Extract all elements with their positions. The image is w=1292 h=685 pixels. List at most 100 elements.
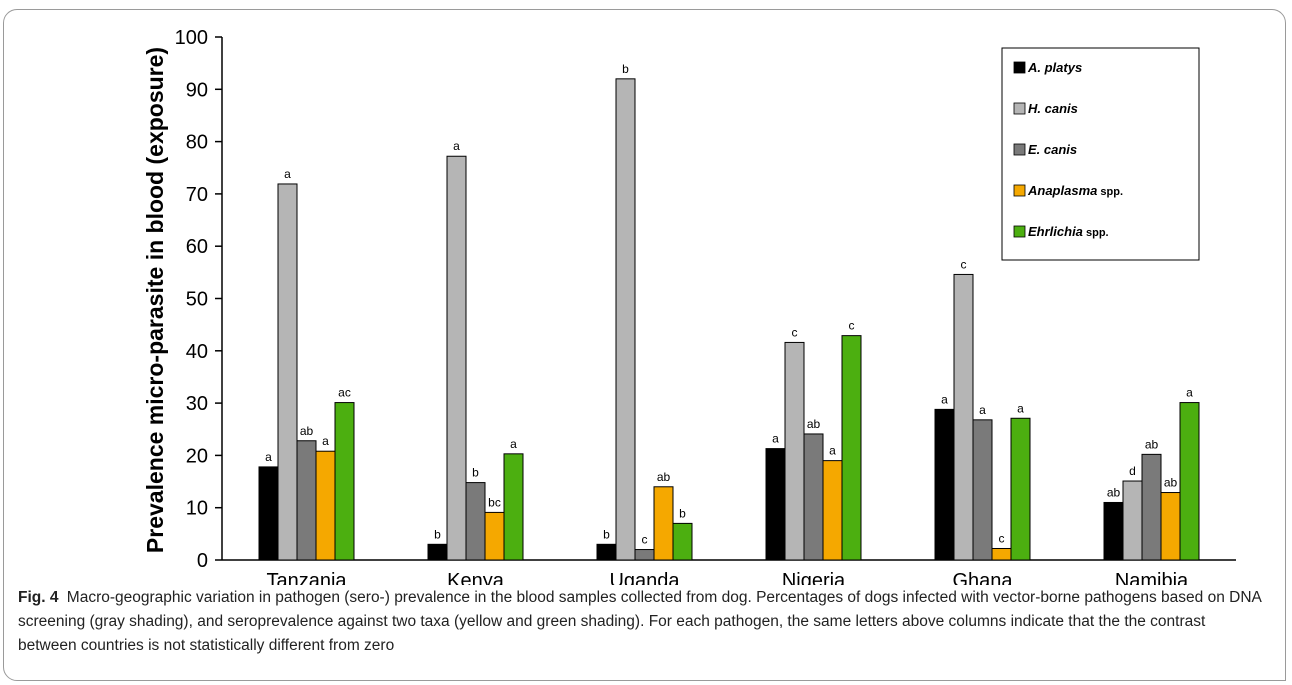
significance-letter: a	[265, 450, 272, 464]
y-axis-label: Prevalence micro-parasite in blood (expo…	[142, 47, 168, 553]
legend-swatch	[1013, 143, 1026, 156]
x-tick-label: Ghana	[952, 570, 1013, 585]
figure-frame	[3, 9, 1286, 681]
bar	[784, 341, 805, 561]
significance-letter: c	[999, 531, 1005, 545]
y-tick-label: 50	[186, 289, 208, 311]
bar	[315, 450, 336, 561]
y-tick-label: 90	[186, 79, 208, 101]
bar	[672, 522, 693, 561]
bar	[446, 155, 467, 561]
bar	[1179, 402, 1200, 561]
significance-letter: c	[961, 257, 967, 271]
significance-letter: ac	[338, 386, 351, 400]
figure-label: Fig. 4	[18, 589, 59, 606]
bar	[296, 440, 317, 561]
y-tick-label: 0	[197, 550, 208, 572]
bar	[1122, 480, 1143, 561]
y-tick-label: 100	[175, 27, 208, 49]
legend-label: Ehrlichia spp.	[1028, 224, 1109, 239]
bar	[841, 335, 862, 561]
bar	[1141, 453, 1162, 561]
significance-letter: a	[1017, 401, 1024, 415]
bars: aaabaacTanzaniababbcaKenyabbcabbUgandaac…	[258, 62, 1200, 585]
significance-letter: ab	[807, 417, 821, 431]
bar	[258, 466, 279, 561]
significance-letter: b	[472, 466, 479, 480]
significance-letter: a	[322, 434, 329, 448]
significance-letter: a	[772, 432, 779, 446]
bar	[803, 433, 824, 561]
significance-letter: a	[979, 403, 986, 417]
y-tick-label: 80	[186, 132, 208, 154]
bar-group-kenya: b a b bc a Kenya	[427, 139, 524, 585]
significance-letter: b	[603, 527, 610, 541]
legend-swatch	[1013, 61, 1026, 74]
bar	[334, 402, 355, 561]
bar	[765, 448, 786, 561]
bar	[484, 511, 505, 561]
significance-letter: ab	[1107, 485, 1121, 499]
significance-letter: c	[792, 325, 798, 339]
figure-caption: Fig. 4 Macro-geographic variation in pat…	[18, 586, 1268, 658]
legend-label: H. canis	[1028, 101, 1078, 116]
bar	[972, 419, 993, 561]
y-tick-label: 30	[186, 393, 208, 415]
legend-swatch	[1013, 225, 1026, 238]
significance-letter: a	[510, 437, 517, 451]
significance-letter: ab	[657, 470, 671, 484]
legend-swatch	[1013, 102, 1026, 115]
significance-letter: a	[453, 139, 460, 153]
legend-item: A. platys	[1013, 60, 1082, 75]
bar	[1010, 417, 1031, 561]
legend-item: Anaplasma spp.	[1013, 183, 1123, 198]
bar	[991, 547, 1012, 561]
y-tick-label: 70	[186, 184, 208, 206]
legend: A. platys H. canis E. canis Anaplasma spp. E…	[1001, 47, 1200, 261]
legend-swatch	[1013, 184, 1026, 197]
bar	[277, 183, 298, 561]
x-tick-label: Nigeria	[782, 570, 846, 585]
legend-item: H. canis	[1013, 101, 1078, 116]
legend-box	[1001, 47, 1200, 261]
significance-letter: ab	[1164, 476, 1178, 490]
significance-letter: a	[829, 444, 836, 458]
bar-group-uganda: b b c ab b Uganda	[596, 62, 693, 585]
significance-letter: c	[849, 319, 855, 333]
legend-label: Anaplasma spp.	[1027, 183, 1123, 198]
bar	[427, 543, 448, 561]
y-tick-label: 10	[186, 498, 208, 520]
significance-letter: ab	[300, 424, 314, 438]
bar	[822, 460, 843, 561]
bar	[1103, 501, 1124, 561]
significance-letter: c	[642, 533, 648, 547]
legend-item: E. canis	[1013, 142, 1077, 157]
bar-group-ghana: a c a c a Ghana	[934, 257, 1031, 585]
significance-letter: bc	[488, 495, 501, 509]
bar	[953, 273, 974, 561]
bar	[1160, 492, 1181, 561]
x-tick-label: Uganda	[609, 570, 680, 585]
x-tick-label: Kenya	[447, 570, 505, 585]
significance-letter: a	[284, 167, 291, 181]
significance-letter: b	[434, 527, 441, 541]
bar	[465, 482, 486, 561]
figure-caption-text: Macro-geographic variation in pathogen (…	[18, 589, 1261, 654]
significance-letter: ab	[1145, 437, 1159, 451]
bar	[934, 408, 955, 561]
significance-letter: b	[622, 62, 629, 76]
legend-label: E. canis	[1028, 142, 1077, 157]
significance-letter: a	[1186, 386, 1193, 400]
y-tick-label: 40	[186, 341, 208, 363]
significance-letter: b	[679, 506, 686, 520]
significance-letter: a	[941, 392, 948, 406]
y-tick-label: 60	[186, 236, 208, 258]
axes: 0 10 20 30 40 50 60 70 80 90 100	[175, 27, 1236, 572]
bar	[653, 486, 674, 561]
significance-letter: d	[1129, 464, 1136, 478]
bar	[615, 78, 636, 561]
y-tick-label: 20	[186, 445, 208, 467]
